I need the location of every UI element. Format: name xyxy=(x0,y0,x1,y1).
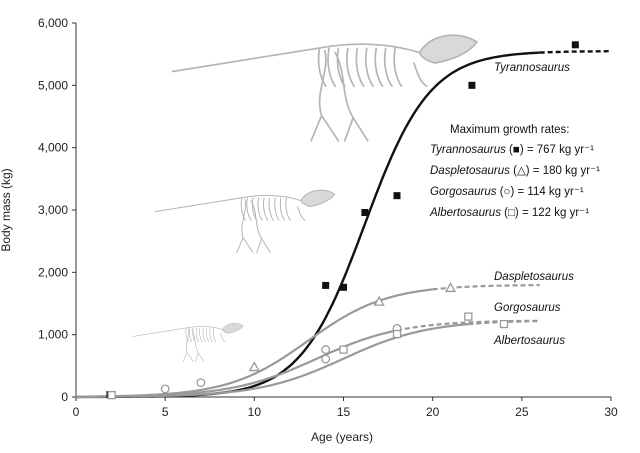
curve-extrapolation-tyrannosaurus xyxy=(539,50,611,54)
x-tick-label: 20 xyxy=(426,405,440,419)
point-albertosaurus xyxy=(499,319,509,329)
tyrannosaurus-skeleton-icon xyxy=(171,34,479,142)
x-tick-label: 15 xyxy=(337,405,351,419)
x-tick-label: 10 xyxy=(248,405,262,419)
point-tyrannosaurus xyxy=(468,81,476,89)
x-tick-label: 5 xyxy=(162,405,169,419)
annotation-row-tyrannosaurus: Tyrannosaurus (■) = 767 kg yr⁻¹ xyxy=(430,144,594,156)
x-tick-label: 30 xyxy=(604,405,618,419)
y-axis-label: Body mass (kg) xyxy=(0,168,13,251)
y-tick-label: 1,000 xyxy=(38,328,68,342)
point-albertosaurus xyxy=(464,312,473,321)
annotation-row-gorgosaurus: Gorgosaurus (○) = 114 kg yr⁻¹ xyxy=(430,186,584,198)
y-tick-label: 2,000 xyxy=(38,265,68,279)
curve-albertosaurus xyxy=(76,323,469,398)
y-tick-label: 3,000 xyxy=(38,203,68,217)
daspletosaurus-skeleton-icon xyxy=(154,189,336,254)
y-tick-label: 5,000 xyxy=(38,78,68,92)
point-gorgosaurus xyxy=(321,354,331,364)
curve-extrapolation-gorgosaurus xyxy=(396,319,540,332)
axes: 0 5 10 15 20 25 30 0 1,000 2,000 3,000 4,000 5,000 6,… xyxy=(38,16,618,419)
y-tick-label: 4,000 xyxy=(38,141,68,155)
skeleton-illustrations xyxy=(132,34,479,362)
y-tick-label: 0 xyxy=(61,390,68,404)
curve-label-tyrannosaurus: Tyrannosaurus xyxy=(494,62,570,74)
curve-labels: Tyrannosaurus Daspletosaurus Gorgosaurus Al… xyxy=(493,62,574,347)
point-daspletosaurus xyxy=(373,295,385,306)
point-albertosaurus xyxy=(339,345,348,354)
point-gorgosaurus xyxy=(321,345,331,355)
curve-label-gorgosaurus: Gorgosaurus xyxy=(494,302,561,314)
x-tick-label: 25 xyxy=(515,405,529,419)
annotation-row-albertosaurus: Albertosaurus (□) = 122 kg yr⁻¹ xyxy=(429,207,589,219)
growth-curves xyxy=(76,50,611,399)
x-axis-label: Age (years) xyxy=(311,430,373,444)
point-albertosaurus xyxy=(107,390,116,400)
annotation-row-daspletosaurus: Daspletosaurus (△) = 180 kg yr⁻¹ xyxy=(430,165,600,177)
curve-label-daspletosaurus: Daspletosaurus xyxy=(494,271,574,283)
point-tyrannosaurus xyxy=(361,208,369,216)
point-albertosaurus xyxy=(392,329,402,339)
point-daspletosaurus xyxy=(248,361,260,372)
y-tick-label: 6,000 xyxy=(38,16,68,30)
growth-rate-annotation: Maximum growth rates: Tyrannosaurus (■) … xyxy=(429,124,600,219)
annotation-heading: Maximum growth rates: xyxy=(450,124,570,136)
curve-gorgosaurus xyxy=(76,329,398,398)
data-points xyxy=(106,41,579,400)
x-tick-label: 0 xyxy=(73,405,80,419)
point-daspletosaurus xyxy=(444,282,457,293)
point-gorgosaurus xyxy=(196,378,206,388)
point-tyrannosaurus xyxy=(322,281,330,289)
point-tyrannosaurus xyxy=(571,41,579,49)
point-tyrannosaurus xyxy=(393,192,401,200)
curve-label-albertosaurus: Albertosaurus xyxy=(493,335,565,347)
curve-tyrannosaurus xyxy=(76,51,540,399)
point-tyrannosaurus xyxy=(340,283,347,291)
gorgosaurus-skeleton-icon xyxy=(132,322,244,362)
point-gorgosaurus xyxy=(160,384,170,394)
